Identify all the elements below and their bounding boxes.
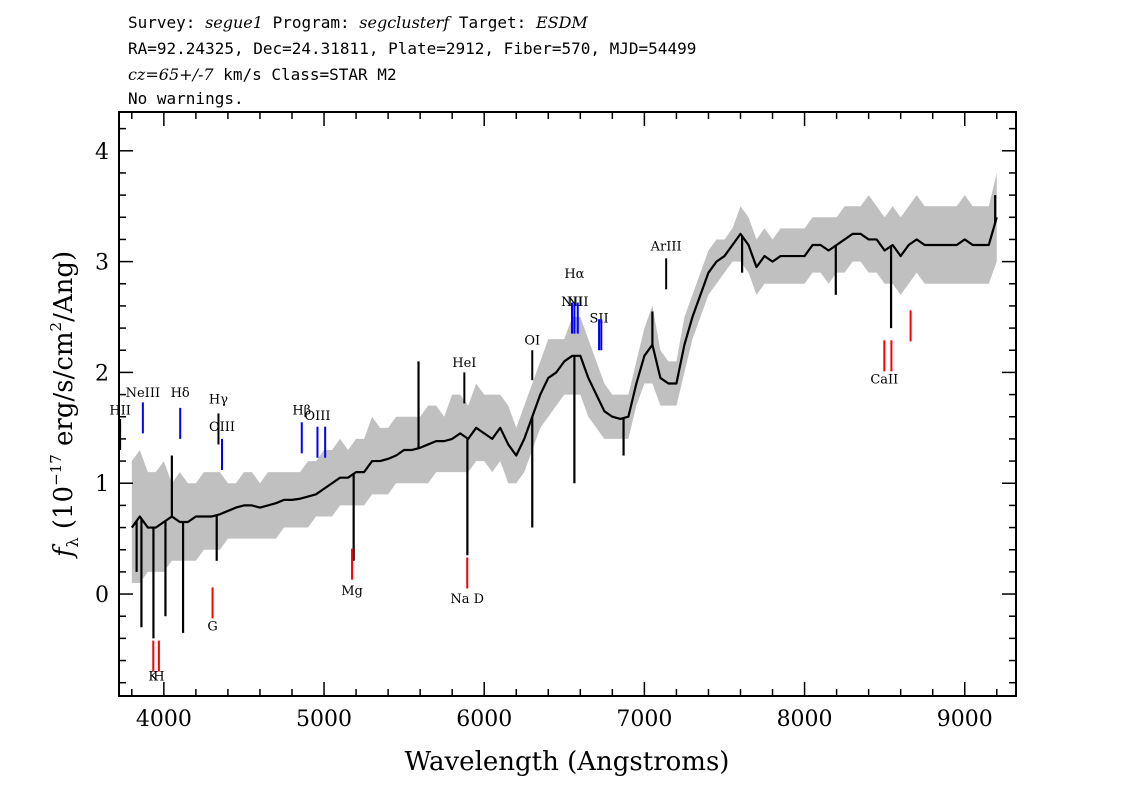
absorption-line-label: Na D [450,592,484,607]
y-tick-label: 0 [95,583,109,608]
absorption-line-label: H [153,669,164,684]
absorption-line-label: G [207,620,217,635]
header-coords-line: RA=92.24325, Dec=24.31811, Plate=2912, F… [128,39,696,58]
x-tick-label: 4000 [136,707,192,732]
y-tick-label: 3 [95,251,109,276]
emission-line-label: OIII [304,409,330,424]
emission-line-label: HeI [452,356,476,371]
x-tick-label: 7000 [616,707,672,732]
y-tick-label: 2 [95,361,109,386]
svg-text:fλ (10−17 erg/s/cm2/Ang): fλ (10−17 erg/s/cm2/Ang) [47,251,82,559]
absorption-line-label: Mg [341,584,363,599]
emission-line-label: OIII [209,420,235,435]
emission-line-label: ArIII [650,240,682,255]
flux-spikes [135,195,997,639]
x-tick-label: 8000 [777,707,833,732]
emission-line-label: Hβ [292,404,311,419]
x-axis-title: Wavelength (Angstroms) [405,747,730,777]
emission-line-label: OI [524,334,540,349]
y-tick-label: 4 [95,140,109,165]
y-tick-label: 1 [95,472,109,497]
x-tick-label: 5000 [296,707,352,732]
emission-line-label: Hα [564,267,584,282]
plot-frame [118,111,1017,697]
absorption-line-label: K [148,669,158,684]
emission-line-label: NeIII [126,386,160,401]
y-axis-title: fλ (10−17 erg/s/cm2/Ang) [47,251,82,559]
header-survey-line: Survey: segue1 Program: segclusterf Targ… [128,13,588,32]
emission-line-label: HII [109,404,131,419]
emission-line-label: Hδ [171,386,190,401]
emission-line-label: SII [589,312,608,327]
absorption-line-label: CaII [870,372,898,387]
emission-line-label: NII [567,295,589,310]
x-tick-label: 6000 [456,707,512,732]
emission-line-label: Hγ [209,392,228,407]
x-tick-label: 9000 [937,707,993,732]
header-warnings-line: No warnings. [128,89,244,108]
error-band [131,172,997,583]
flux-line [130,216,998,529]
axis-ticks: 4000 5000 6000 7000 8000 9000 0 1 2 3 4 [95,112,1016,732]
header-redshift-class-line: cz=65+/-7 km/s Class=STAR M2 [128,65,397,84]
